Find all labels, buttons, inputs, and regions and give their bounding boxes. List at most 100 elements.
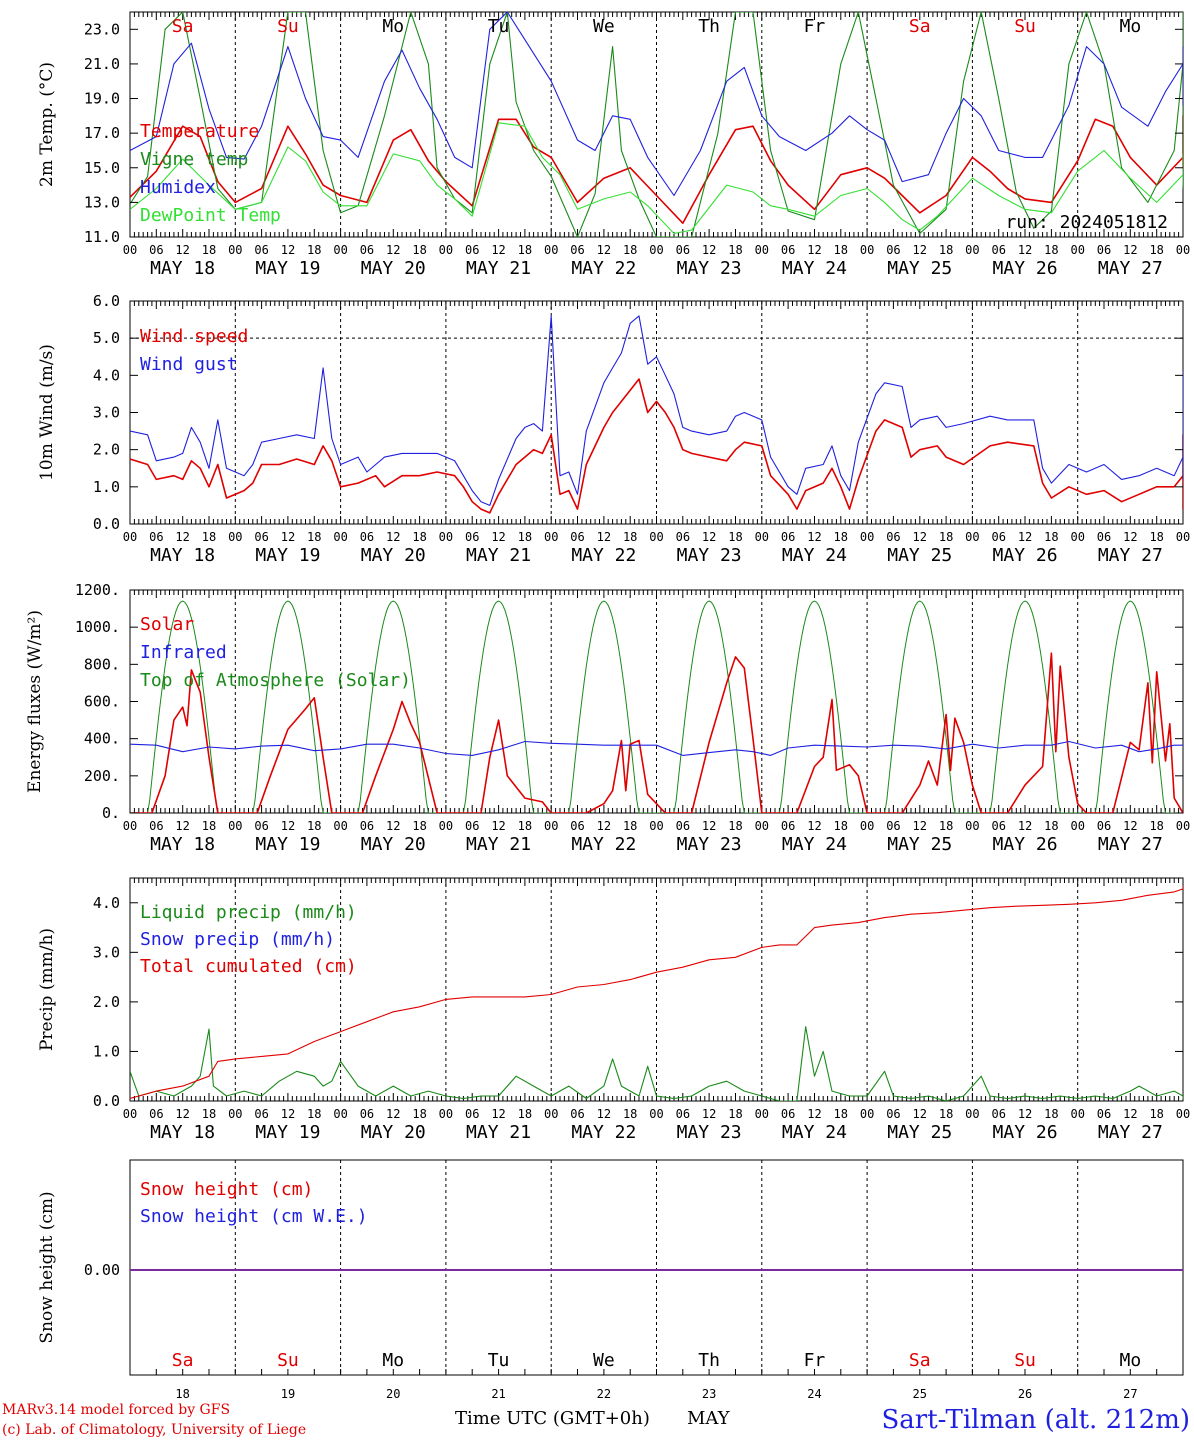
date-label: MAY 20 [361, 834, 426, 855]
hour-tick-label: 06 [991, 819, 1005, 833]
hour-tick-label: 18 [518, 530, 532, 544]
hour-tick-label: 12 [913, 1107, 927, 1121]
total-cumulated-cm-line [130, 885, 1183, 1100]
hour-tick-label: 00 [228, 530, 242, 544]
legend-vigne-temp: Vigne temp [140, 149, 248, 170]
hour-tick-label: 06 [886, 819, 900, 833]
date-label: MAY 26 [993, 258, 1058, 279]
bottom-day-number: 21 [491, 1387, 505, 1401]
day-name: Fr [804, 16, 826, 37]
bottom-day-number: 19 [281, 1387, 295, 1401]
hour-tick-label: 06 [465, 1107, 479, 1121]
hour-tick-label: 18 [202, 1107, 216, 1121]
y-tick-label: 17.0 [84, 124, 120, 142]
lab-credit: (c) Lab. of Climatology, University of L… [2, 1422, 306, 1438]
day-name: We [593, 16, 615, 37]
hour-tick-label: 00 [1070, 530, 1084, 544]
y-tick-label: 3.0 [93, 404, 120, 422]
hour-tick-label: 12 [807, 819, 821, 833]
y-tick-label: 21.0 [84, 55, 120, 73]
hour-tick-label: 12 [597, 819, 611, 833]
hour-tick-label: 18 [834, 819, 848, 833]
hour-tick-label: 06 [781, 1107, 795, 1121]
hour-tick-label: 12 [491, 1107, 505, 1121]
date-label: MAY 24 [782, 258, 847, 279]
bottom-day-number: 20 [386, 1387, 400, 1401]
hour-tick-label: 06 [254, 243, 268, 257]
hour-tick-label: 12 [1123, 819, 1137, 833]
y-tick-label: 2.0 [93, 441, 120, 459]
date-label: MAY 26 [993, 545, 1058, 566]
hour-tick-label: 00 [755, 243, 769, 257]
hour-tick-label: 12 [597, 1107, 611, 1121]
hour-tick-label: 18 [412, 243, 426, 257]
date-label: MAY 19 [255, 545, 320, 566]
date-label: MAY 19 [255, 258, 320, 279]
date-label: MAY 23 [677, 545, 742, 566]
plot-area-energy [130, 600, 1183, 813]
hour-tick-label: 18 [834, 530, 848, 544]
hour-tick-label: 00 [860, 530, 874, 544]
hour-tick-label: 12 [807, 243, 821, 257]
hour-tick-label: 00 [1176, 1107, 1190, 1121]
date-label: MAY 23 [677, 258, 742, 279]
hour-tick-label: 12 [597, 530, 611, 544]
hour-ticks [129, 12, 1184, 237]
hour-tick-label: 12 [175, 819, 189, 833]
date-label: MAY 26 [993, 1122, 1058, 1143]
hour-tick-label: 06 [1097, 243, 1111, 257]
hour-tick-label: 18 [728, 530, 742, 544]
day-name: Su [277, 16, 299, 37]
y-tick-label: 19.0 [84, 90, 120, 108]
date-label: MAY 24 [782, 545, 847, 566]
day-name: Sa [172, 16, 194, 37]
station-label: Sart-Tilman (alt. 212m) [881, 1405, 1190, 1435]
time-axis-label: Time UTC (GMT+0h) [455, 1408, 650, 1429]
date-label: MAY 18 [150, 1122, 215, 1143]
bottom-day-name: Mo [1120, 1350, 1142, 1371]
hour-tick-label: 18 [307, 819, 321, 833]
day-name: Mo [1120, 16, 1142, 37]
hour-tick-label: 06 [886, 1107, 900, 1121]
date-label: MAY 27 [1098, 834, 1163, 855]
legend-wind-speed: Wind speed [140, 326, 248, 347]
hour-tick-label: 00 [123, 819, 137, 833]
hour-tick-label: 12 [702, 530, 716, 544]
hour-tick-label: 00 [1176, 243, 1190, 257]
hour-tick-label: 12 [491, 819, 505, 833]
hour-tick-label: 12 [281, 819, 295, 833]
hour-tick-label: 06 [570, 819, 584, 833]
date-label: MAY 19 [255, 1122, 320, 1143]
hour-tick-label: 18 [1149, 243, 1163, 257]
hour-tick-label: 12 [1123, 243, 1137, 257]
bottom-day-name: Th [698, 1350, 720, 1371]
y-tick-label: 800. [84, 655, 120, 673]
date-label: MAY 24 [782, 1122, 847, 1143]
y-tick-label: 1.0 [93, 1042, 120, 1060]
y-tick-label: 600. [84, 693, 120, 711]
bottom-day-name: Mo [382, 1350, 404, 1371]
date-label: MAY 18 [150, 545, 215, 566]
hour-tick-label: 18 [518, 243, 532, 257]
y-tick-label: 23.0 [84, 20, 120, 38]
hour-tick-label: 18 [1044, 819, 1058, 833]
hour-tick-label: 00 [544, 819, 558, 833]
hour-tick-label: 18 [939, 1107, 953, 1121]
y-tick-label: 0.00 [84, 1261, 120, 1279]
hour-tick-label: 00 [333, 819, 347, 833]
hour-tick-label: 18 [202, 819, 216, 833]
day-name: Tu [488, 16, 510, 37]
hour-tick-label: 00 [544, 1107, 558, 1121]
legend-snow-height-cm: Snow height (cm) [140, 1179, 313, 1200]
hour-tick-label: 00 [333, 243, 347, 257]
bottom-day-name: We [593, 1350, 615, 1371]
day-name: Su [1014, 16, 1036, 37]
date-label: MAY 22 [571, 1122, 636, 1143]
legend-top-of-atmosphere-solar: Top of Atmosphere (Solar) [140, 670, 411, 691]
hour-tick-label: 12 [913, 819, 927, 833]
hour-tick-label: 06 [360, 819, 374, 833]
liquid-precip-mm-h-line [130, 1026, 1183, 1101]
hour-tick-label: 18 [1044, 530, 1058, 544]
month-label: MAY [687, 1408, 731, 1429]
